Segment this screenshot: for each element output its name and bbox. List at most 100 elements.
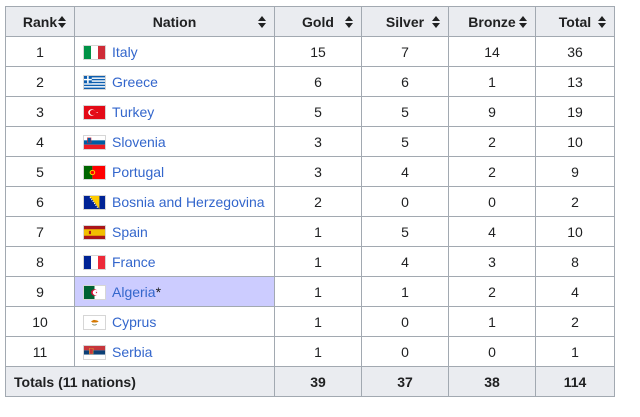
bronze-total: 38 [448, 366, 536, 397]
table-row: 8 France 1 4 3 8 [5, 246, 615, 277]
serbia-flag-icon [83, 344, 106, 360]
total-cell: 9 [535, 156, 615, 187]
table-row: 3 Turkey 5 5 9 19 [5, 96, 615, 127]
nation-cell: Slovenia [74, 126, 275, 157]
nation-link-italy[interactable]: Italy [112, 43, 138, 60]
greece-flag-icon [83, 74, 106, 90]
sort-arrows-icon [519, 15, 527, 28]
algeria-flag-icon [83, 284, 106, 300]
table-row: 4 Slovenia 3 5 2 10 [5, 126, 615, 157]
total-cell: 8 [535, 246, 615, 277]
table-row: 1 Italy 15 7 14 36 [5, 36, 615, 67]
nation-link-bosnia-and-herzegovina[interactable]: Bosnia and Herzegovina [112, 193, 265, 210]
sort-silver-header[interactable]: Silver [361, 6, 449, 37]
nation-cell: Italy [74, 36, 275, 67]
gold-cell: 5 [274, 96, 362, 127]
sort-nation-header[interactable]: Nation [74, 6, 275, 37]
rank-header-label: Rank [22, 13, 58, 30]
bronze-cell: 2 [448, 276, 536, 307]
rank-cell: 4 [5, 126, 75, 157]
bronze-cell: 2 [448, 156, 536, 187]
nation-header-label: Nation [152, 13, 197, 30]
nation-cell: Turkey [74, 96, 275, 127]
bronze-cell: 0 [448, 336, 536, 367]
portugal-flag-icon [83, 164, 106, 180]
total-cell: 2 [535, 186, 615, 217]
sort-total-header[interactable]: Total [535, 6, 615, 37]
rank-cell: 3 [5, 96, 75, 127]
total-cell: 10 [535, 126, 615, 157]
rank-cell: 5 [5, 156, 75, 187]
nation-link-turkey[interactable]: Turkey [112, 103, 155, 120]
table-row: 9 Algeria* 1 1 2 4 [5, 276, 615, 307]
nation-link-algeria[interactable]: Algeria [112, 283, 156, 300]
nation-cell: Greece [74, 66, 275, 97]
rank-cell: 9 [5, 276, 75, 307]
silver-header-label: Silver [385, 13, 425, 30]
rank-cell: 11 [5, 336, 75, 367]
silver-cell: 1 [361, 276, 449, 307]
gold-cell: 2 [274, 186, 362, 217]
silver-cell: 0 [361, 306, 449, 337]
nation-link-portugal[interactable]: Portugal [112, 163, 165, 180]
nation-cell: Bosnia and Herzegovina [74, 186, 275, 217]
table-row: 7 Spain 1 5 4 10 [5, 216, 615, 247]
total-cell: 4 [535, 276, 615, 307]
gold-total: 39 [274, 366, 362, 397]
bronze-cell: 14 [448, 36, 536, 67]
nation-link-slovenia[interactable]: Slovenia [112, 133, 166, 150]
medal-table-container: Rank Nation Gold Silver Bronze Total 1 I… [5, 6, 615, 397]
grand-total: 114 [535, 366, 615, 397]
cyprus-flag-icon [83, 314, 106, 330]
sort-rank-header[interactable]: Rank [5, 6, 75, 37]
bronze-cell: 2 [448, 126, 536, 157]
silver-cell: 4 [361, 156, 449, 187]
sort-arrows-icon [432, 15, 440, 28]
table-row: 2 Greece 6 6 1 13 [5, 66, 615, 97]
totals-row: Totals (11 nations) 39 37 38 114 [5, 366, 615, 397]
slovenia-flag-icon [83, 134, 106, 150]
table-row: 11 Serbia 1 0 0 1 [5, 336, 615, 367]
table-row: 10 Cyprus 1 0 1 2 [5, 306, 615, 337]
total-cell: 1 [535, 336, 615, 367]
gold-cell: 15 [274, 36, 362, 67]
rank-cell: 7 [5, 216, 75, 247]
silver-cell: 5 [361, 216, 449, 247]
silver-cell: 5 [361, 96, 449, 127]
rank-cell: 1 [5, 36, 75, 67]
rank-cell: 10 [5, 306, 75, 337]
host-nation-cell: Algeria* [74, 276, 275, 307]
nation-link-cyprus[interactable]: Cyprus [112, 313, 157, 330]
bronze-cell: 3 [448, 246, 536, 277]
gold-cell: 1 [274, 216, 362, 247]
silver-cell: 0 [361, 186, 449, 217]
nation-cell: Spain [74, 216, 275, 247]
sort-arrows-icon [598, 15, 606, 28]
gold-cell: 1 [274, 306, 362, 337]
turkey-flag-icon [83, 104, 106, 120]
silver-cell: 6 [361, 66, 449, 97]
sort-arrows-icon [58, 15, 66, 28]
nation-link-spain[interactable]: Spain [112, 223, 148, 240]
bosnia-flag-icon [83, 194, 106, 210]
host-marker: * [155, 283, 162, 300]
sort-arrows-icon [345, 15, 353, 28]
gold-cell: 3 [274, 156, 362, 187]
gold-cell: 1 [274, 336, 362, 367]
nation-cell: France [74, 246, 275, 277]
rank-cell: 6 [5, 186, 75, 217]
total-cell: 2 [535, 306, 615, 337]
silver-cell: 5 [361, 126, 449, 157]
nation-link-france[interactable]: France [112, 253, 156, 270]
italy-flag-icon [83, 44, 106, 60]
header-row: Rank Nation Gold Silver Bronze Total [5, 6, 615, 37]
medal-table: Rank Nation Gold Silver Bronze Total 1 I… [5, 6, 615, 397]
bronze-cell: 1 [448, 66, 536, 97]
gold-cell: 1 [274, 276, 362, 307]
nation-cell: Cyprus [74, 306, 275, 337]
sort-bronze-header[interactable]: Bronze [448, 6, 536, 37]
nation-link-serbia[interactable]: Serbia [112, 343, 153, 360]
spain-flag-icon [83, 224, 106, 240]
nation-link-greece[interactable]: Greece [112, 73, 158, 90]
sort-gold-header[interactable]: Gold [274, 6, 362, 37]
